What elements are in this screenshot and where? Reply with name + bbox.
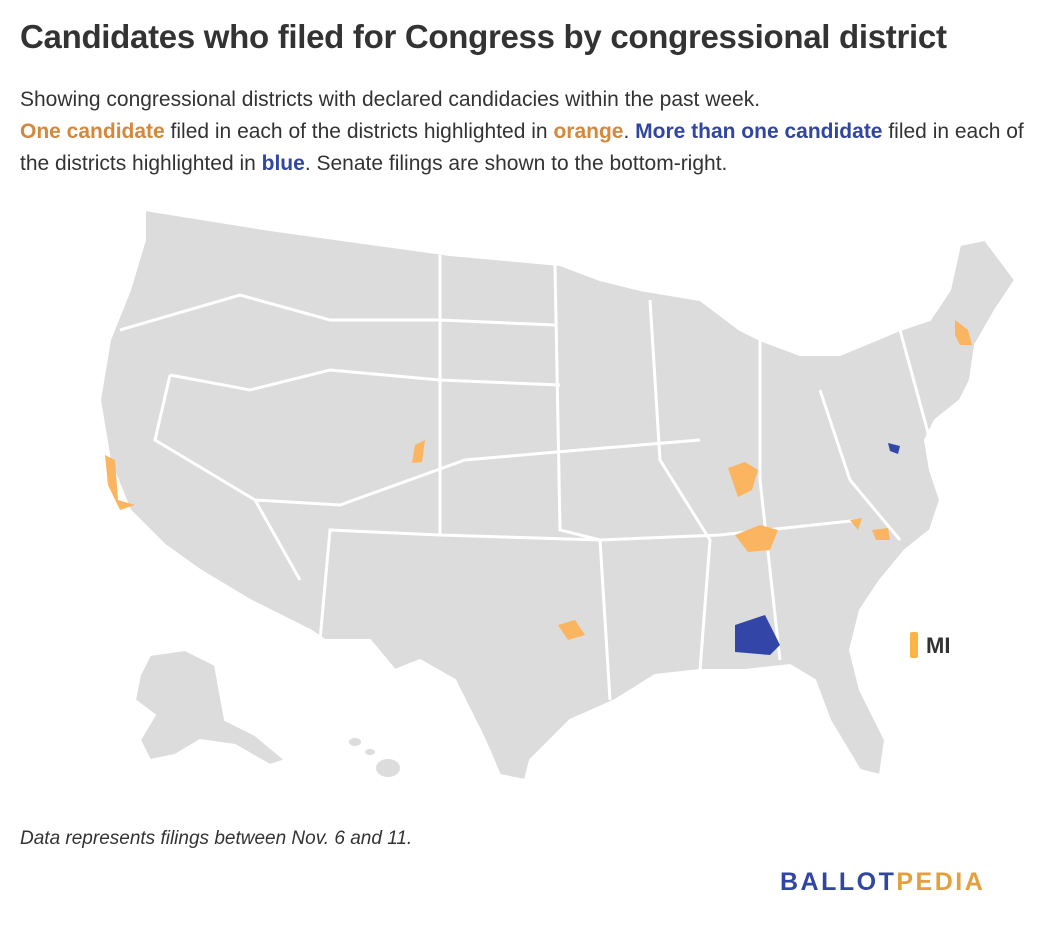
orange-districts: [105, 320, 972, 640]
description-text: One candidate filed in each of the distr…: [20, 116, 1030, 180]
blue-districts: [735, 443, 900, 655]
alaska: [133, 648, 288, 767]
description: Showing congressional districts with dec…: [20, 84, 1030, 180]
description-line: Showing congressional districts with dec…: [20, 88, 761, 111]
senate-marker: [910, 632, 918, 658]
logo-part: PEDIA: [896, 868, 986, 896]
legend-blue: More than one candidate: [635, 120, 883, 143]
footnote: Data represents filings between Nov. 6 a…: [20, 828, 413, 849]
text: filed in each of the districts highlight…: [20, 120, 1024, 175]
text: filed in each of the districts highlight…: [164, 120, 554, 143]
legend-orange: One candidate: [20, 120, 165, 143]
senate-label: MI: [926, 633, 950, 658]
logo-part: BALLOT: [780, 868, 897, 896]
legend-orange: orange: [553, 120, 624, 143]
hawaii: [349, 738, 400, 777]
us-map: [98, 208, 1017, 782]
title: Candidates who filed for Congress by con…: [20, 18, 947, 55]
logo: BALLOTPEDIA: [780, 868, 985, 897]
text: .: [623, 120, 636, 143]
text: . Senate filings are shown to the bottom…: [304, 152, 728, 175]
legend-blue: blue: [261, 152, 305, 175]
